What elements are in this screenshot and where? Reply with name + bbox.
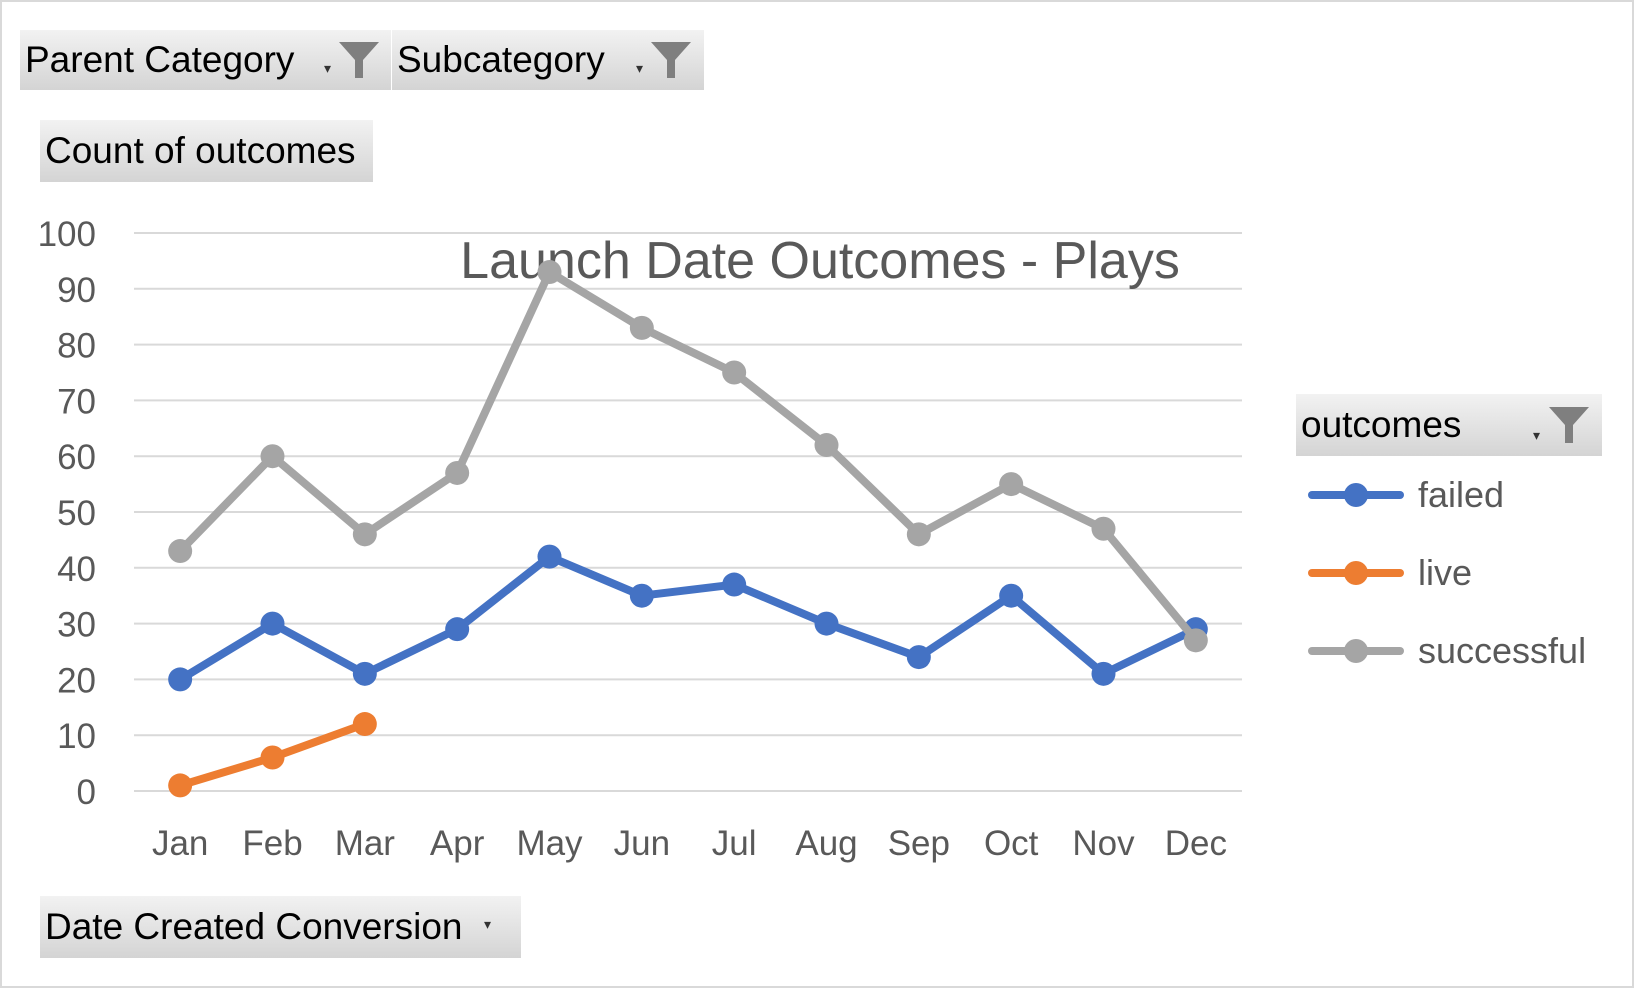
- y-tick-label: 30: [57, 606, 96, 645]
- data-point-failed-sep: [906, 645, 931, 670]
- data-point-successful-may: [537, 260, 562, 285]
- parent-category-label: Parent Category: [25, 39, 295, 80]
- data-point-failed-apr: [445, 617, 470, 642]
- x-tick-label: Apr: [430, 824, 485, 863]
- data-point-successful-jun: [629, 315, 654, 340]
- data-point-live-mar: [352, 712, 377, 737]
- dropdown-arrow-icon[interactable]: ▾: [636, 60, 644, 76]
- data-point-failed-feb: [260, 611, 285, 636]
- series-line-failed: [176, 552, 1200, 684]
- parent-category-filter-button[interactable]: Parent Category ▾: [20, 30, 391, 90]
- x-tick-label: Mar: [335, 824, 396, 863]
- x-tick-label: Sep: [888, 824, 950, 863]
- funnel-icon[interactable]: [337, 40, 381, 80]
- legend-item-live[interactable]: live: [1308, 552, 1473, 593]
- x-tick-label: Feb: [242, 824, 302, 863]
- legend-label: failed: [1418, 474, 1505, 515]
- data-point-failed-mar: [352, 661, 377, 686]
- data-point-successful-nov: [1091, 516, 1116, 541]
- legend-swatch-live: [1308, 561, 1404, 585]
- y-tick-label: 100: [38, 215, 96, 254]
- data-point-failed-jul: [722, 572, 747, 597]
- y-tick-label: 20: [57, 661, 96, 700]
- subcategory-filter-button[interactable]: Subcategory ▾: [392, 30, 704, 90]
- data-point-live-feb: [260, 745, 285, 770]
- legend-item-successful[interactable]: successful: [1308, 630, 1587, 671]
- data-point-failed-aug: [814, 611, 839, 636]
- dropdown-arrow-icon[interactable]: ▾: [324, 60, 332, 76]
- x-tick-label: Aug: [795, 824, 857, 863]
- data-point-successful-mar: [352, 522, 377, 547]
- x-axis-tick-labels: Jan Feb Mar Apr May Jun Jul Aug Sep Oct Nov Dec: [152, 824, 1227, 863]
- data-point-successful-oct: [999, 472, 1024, 497]
- data-point-successful-feb: [260, 444, 285, 469]
- x-tick-label: Jul: [712, 824, 757, 863]
- data-point-successful-dec: [1183, 628, 1208, 653]
- values-field-button[interactable]: Count of outcomes: [40, 120, 373, 182]
- data-point-failed-jan: [168, 667, 193, 692]
- y-tick-label: 70: [57, 382, 96, 421]
- x-tick-label: Oct: [984, 824, 1039, 863]
- legend-label: live: [1418, 552, 1473, 593]
- axis-field-button[interactable]: Date Created Conversion ▾: [40, 896, 521, 958]
- x-tick-label: Jun: [614, 824, 670, 863]
- funnel-icon[interactable]: [649, 40, 693, 80]
- data-point-live-jan: [168, 773, 193, 798]
- series-line-successful: [176, 268, 1200, 645]
- x-tick-label: Nov: [1072, 824, 1135, 863]
- y-tick-label: 0: [77, 773, 96, 812]
- legend-swatch-failed: [1308, 483, 1404, 507]
- series-failed: [168, 544, 1208, 692]
- funnel-icon[interactable]: [1547, 405, 1591, 445]
- data-point-successful-jan: [168, 539, 193, 564]
- legend-item-failed[interactable]: failed: [1308, 474, 1505, 515]
- series-live: [168, 712, 377, 798]
- dropdown-arrow-icon[interactable]: ▾: [1533, 427, 1541, 443]
- values-field-label: Count of outcomes: [45, 130, 356, 171]
- legend-field-button[interactable]: outcomes ▾: [1296, 394, 1602, 456]
- y-tick-label: 50: [57, 494, 96, 533]
- y-tick-label: 60: [57, 438, 96, 477]
- y-tick-label: 40: [57, 550, 96, 589]
- legend-field-label: outcomes: [1301, 404, 1462, 445]
- series-lines: [168, 260, 1208, 798]
- legend-swatch-successful: [1308, 639, 1404, 663]
- series-successful: [168, 260, 1208, 653]
- data-point-successful-aug: [814, 433, 839, 458]
- data-point-successful-sep: [906, 522, 931, 547]
- data-point-failed-oct: [999, 583, 1024, 608]
- axis-field-label: Date Created Conversion: [45, 906, 463, 947]
- x-tick-label: Dec: [1165, 824, 1227, 863]
- data-point-successful-apr: [445, 460, 470, 485]
- x-tick-label: May: [516, 824, 583, 863]
- dropdown-arrow-icon[interactable]: ▾: [484, 916, 492, 932]
- y-axis-tick-labels: 0 10 20 30 40 50 60 70 80 90 100: [38, 215, 96, 812]
- gridlines: [134, 232, 1242, 792]
- chart-title: Launch Date Outcomes - Plays: [460, 232, 1180, 290]
- subcategory-label: Subcategory: [397, 39, 605, 80]
- y-tick-label: 90: [57, 271, 96, 310]
- x-tick-label: Jan: [152, 824, 208, 863]
- legend-label: successful: [1418, 630, 1587, 671]
- y-tick-label: 10: [57, 717, 96, 756]
- data-point-failed-may: [537, 544, 562, 569]
- data-point-successful-jul: [722, 360, 747, 385]
- data-point-failed-nov: [1091, 661, 1116, 686]
- y-tick-label: 80: [57, 327, 96, 366]
- data-point-failed-jun: [629, 583, 654, 608]
